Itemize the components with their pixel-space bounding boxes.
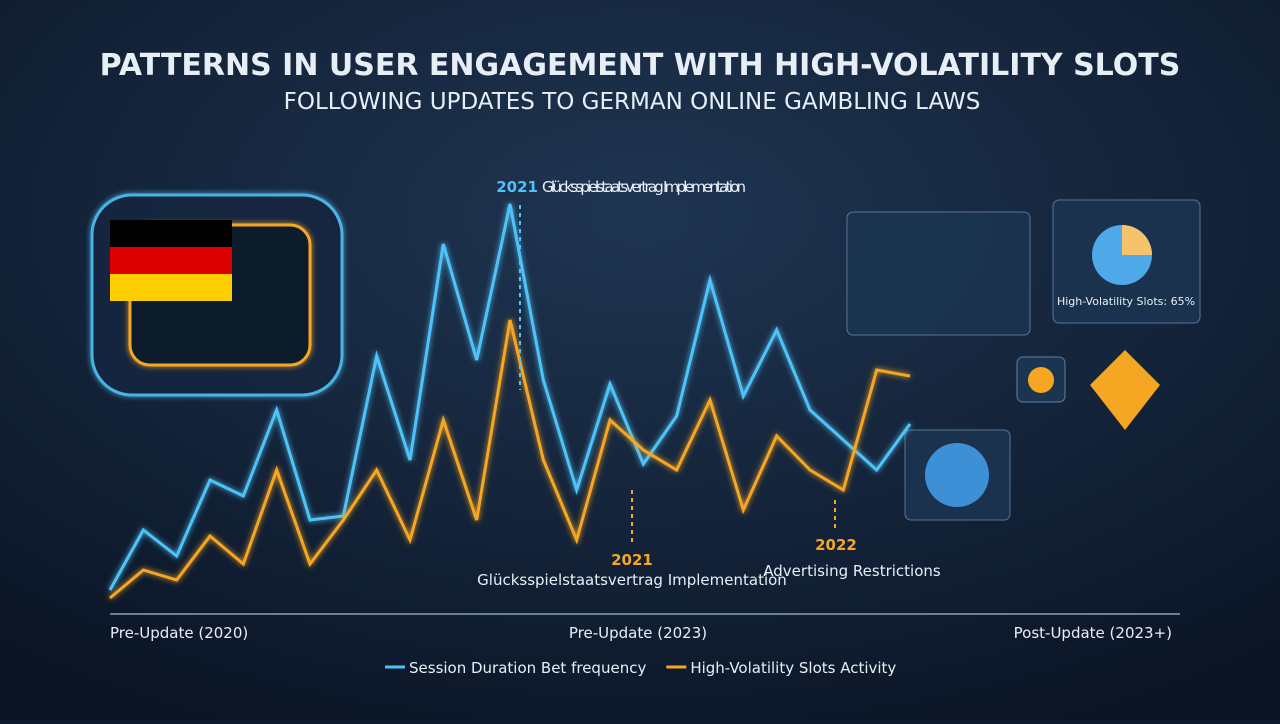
x-tick-label: Pre-Update (2020) (110, 624, 248, 642)
chart-title: PATTERNS IN USER ENGAGEMENT WITH HIGH-VO… (100, 48, 1181, 83)
chart-subtitle: FOLLOWING UPDATES TO GERMAN ONLINE GAMBL… (284, 89, 981, 115)
slot-machine (90, 193, 344, 397)
annotation-year: 2021 (496, 178, 538, 196)
legend-label: Session Duration Bet frequency (409, 659, 646, 677)
annotation-text: Advertising Restrictions (763, 562, 941, 580)
dashboard-panels (846, 199, 1201, 521)
x-tick-label: Pre-Update (2023) (569, 624, 707, 642)
series-line (109, 319, 911, 600)
annotation-year: 2022 (815, 536, 857, 554)
annotation-text: Glücksspielstaatsvertrag Implementation (477, 571, 787, 589)
series-line (108, 203, 912, 591)
annotation-year: 2021 (611, 551, 653, 569)
annotation-text: Glücksspielstaatsvertrag Implementation (542, 178, 746, 196)
x-tick-label: Post-Update (2023+) (1014, 624, 1172, 642)
panel-label: High-Volatility Slots: 65% (1057, 295, 1195, 308)
legend-label: High-Volatility Slots Activity (690, 659, 896, 677)
